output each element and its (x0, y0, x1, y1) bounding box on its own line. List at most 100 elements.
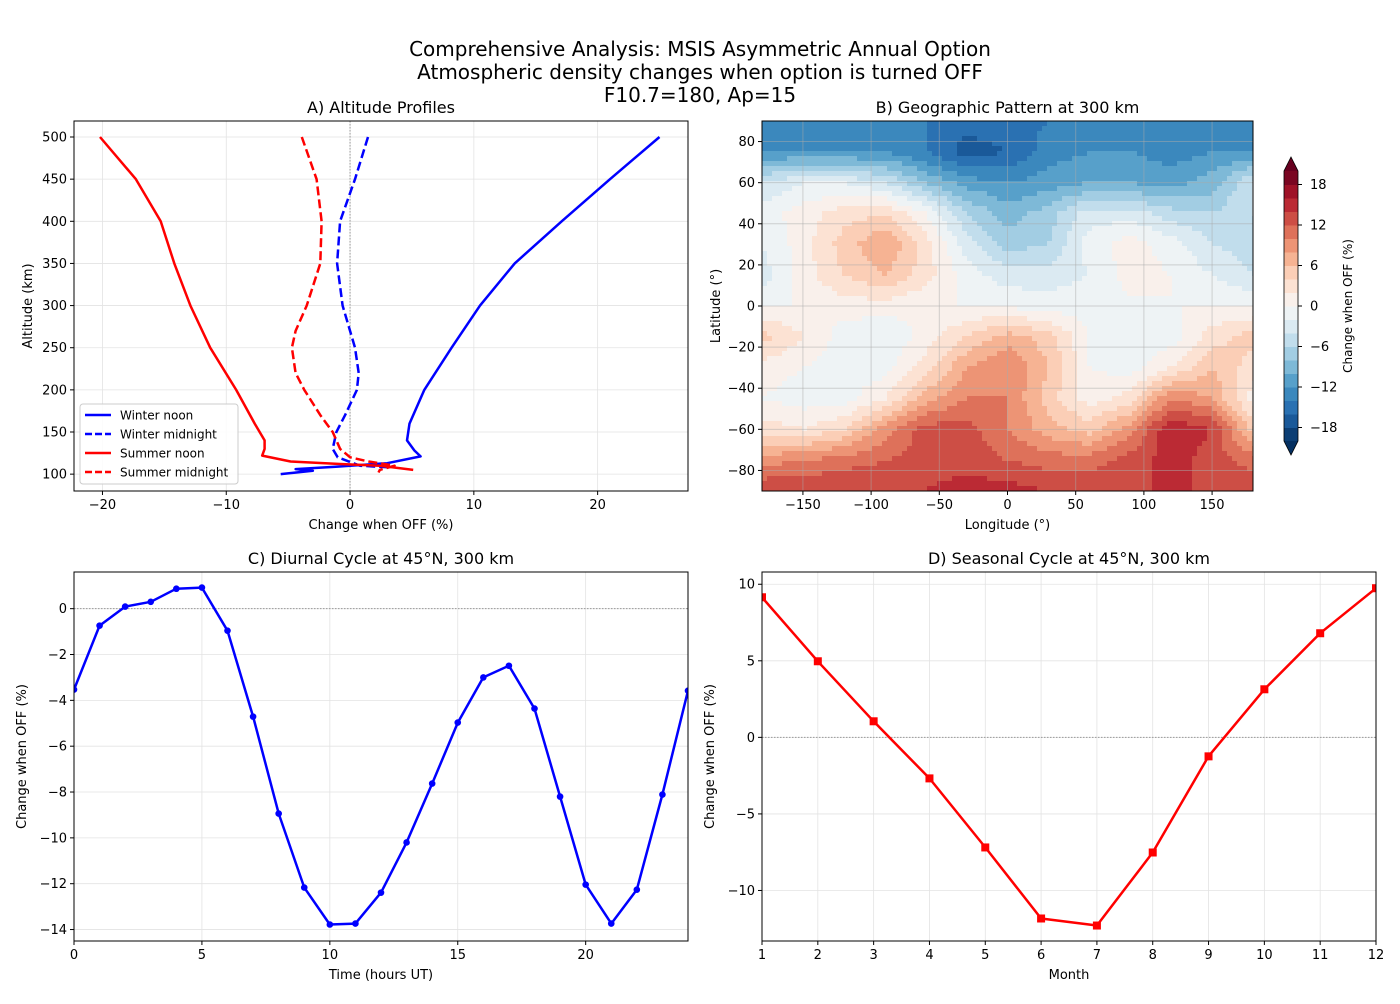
heatmap-cell (972, 441, 978, 447)
heatmap-cell (887, 131, 893, 137)
heatmap-cell (987, 336, 993, 342)
heatmap-cell (1022, 431, 1028, 437)
heatmap-cell (857, 201, 863, 207)
heatmap-cell (1072, 351, 1078, 357)
heatmap-cell (1017, 306, 1023, 312)
heatmap-cell (962, 161, 968, 167)
heatmap-cell (892, 366, 898, 372)
heatmap-cell (987, 171, 993, 177)
heatmap-cell (972, 256, 978, 262)
heatmap-cell (952, 206, 958, 212)
heatmap-cell (1032, 336, 1038, 342)
heatmap-cell (1022, 156, 1028, 162)
heatmap-cell (972, 311, 978, 317)
heatmap-cell (797, 136, 803, 142)
heatmap-cell (897, 421, 903, 427)
heatmap-cell (772, 121, 778, 127)
heatmap-cell (857, 361, 863, 367)
heatmap-cell (847, 281, 853, 287)
heatmap-cell (942, 156, 948, 162)
heatmap-cell (822, 426, 828, 432)
heatmap-cell (1057, 336, 1063, 342)
heatmap-cell (987, 211, 993, 217)
heatmap-cell (827, 401, 833, 407)
heatmap-cell (1082, 366, 1088, 372)
panel-title: A) Altitude Profiles (307, 98, 455, 117)
heatmap-cell (1077, 366, 1083, 372)
heatmap-cell (912, 166, 918, 172)
heatmap-cell (1077, 441, 1083, 447)
heatmap-cell (1032, 131, 1038, 137)
heatmap-cell (1027, 401, 1033, 407)
heatmap-cell (822, 206, 828, 212)
heatmap-cell (792, 401, 798, 407)
heatmap-cell (1092, 321, 1098, 327)
heatmap-cell (932, 181, 938, 187)
heatmap-cell (1082, 386, 1088, 392)
heatmap-cell (1022, 276, 1028, 282)
heatmap-cell (837, 426, 843, 432)
heatmap-cell (927, 166, 933, 172)
heatmap-cell (917, 461, 923, 467)
heatmap-cell (832, 336, 838, 342)
heatmap-cell (907, 161, 913, 167)
heatmap-cell (842, 216, 848, 222)
heatmap-cell (862, 436, 868, 442)
heatmap-cell (1077, 321, 1083, 327)
heatmap-cell (827, 186, 833, 192)
heatmap-cell (1002, 196, 1008, 202)
heatmap-cell (1037, 166, 1043, 172)
heatmap-cell (957, 166, 963, 172)
heatmap-cell (962, 246, 968, 252)
heatmap-cell (872, 351, 878, 357)
heatmap-cell (1087, 476, 1093, 482)
heatmap-cell (967, 256, 973, 262)
heatmap-cell (1032, 276, 1038, 282)
heatmap-cell (812, 461, 818, 467)
heatmap-cell (877, 231, 883, 237)
heatmap-cell (787, 411, 793, 417)
heatmap-cell (892, 266, 898, 272)
heatmap-cell (887, 211, 893, 217)
heatmap-cell (927, 251, 933, 257)
heatmap-cell (972, 211, 978, 217)
heatmap-cell (992, 166, 998, 172)
heatmap-cell (877, 171, 883, 177)
heatmap-cell (1067, 371, 1073, 377)
heatmap-cell (1022, 481, 1028, 487)
heatmap-cell (1062, 151, 1068, 157)
heatmap-cell (842, 351, 848, 357)
heatmap-cell (942, 251, 948, 257)
heatmap-cell (777, 331, 783, 337)
heatmap-cell (902, 441, 908, 447)
heatmap-cell (867, 201, 873, 207)
heatmap-cell (897, 376, 903, 382)
heatmap-cell (1062, 321, 1068, 327)
heatmap-cell (832, 421, 838, 427)
heatmap-cell (1077, 446, 1083, 452)
heatmap-cell (812, 251, 818, 257)
heatmap-cell (977, 186, 983, 192)
heatmap-cell (842, 461, 848, 467)
heatmap-cell (892, 406, 898, 412)
heatmap-cell (817, 226, 823, 232)
heatmap-cell (967, 136, 973, 142)
heatmap-cell (902, 361, 908, 367)
heatmap-cell (782, 351, 788, 357)
heatmap-cell (842, 376, 848, 382)
heatmap-cell (822, 391, 828, 397)
heatmap-cell (892, 451, 898, 457)
heatmap-cell (987, 376, 993, 382)
heatmap-cell (812, 261, 818, 267)
heatmap-cell (967, 251, 973, 257)
heatmap-cell (987, 261, 993, 267)
heatmap-cell (892, 241, 898, 247)
heatmap-cell (1072, 481, 1078, 487)
heatmap-cell (1032, 416, 1038, 422)
heatmap-cell (1017, 336, 1023, 342)
heatmap-cell (1027, 451, 1033, 457)
heatmap-cell (962, 156, 968, 162)
heatmap-cell (787, 286, 793, 292)
heatmap-cell (882, 196, 888, 202)
heatmap-cell (967, 351, 973, 357)
